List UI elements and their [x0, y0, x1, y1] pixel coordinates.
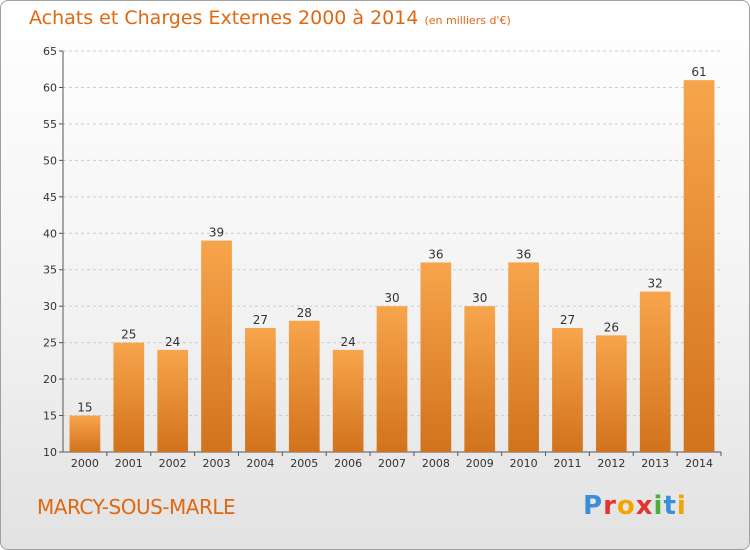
logo-letter: i — [676, 491, 687, 521]
x-tick-label-2002: 2002 — [159, 457, 187, 470]
y-tick-label: 25 — [43, 337, 57, 350]
logo-letter: x — [635, 491, 654, 521]
logo-letter: o — [616, 491, 636, 521]
bar-2001 — [113, 342, 145, 452]
logo-letter: P — [583, 491, 604, 521]
bar-2005 — [288, 320, 320, 452]
bar-2006 — [332, 349, 364, 452]
x-tick-label-2003: 2003 — [203, 457, 231, 470]
y-tick-label: 60 — [43, 81, 57, 94]
data-label-2013: 32 — [648, 277, 663, 291]
bar-2012 — [595, 335, 627, 452]
commune-name: MARCY-SOUS-MARLE — [37, 495, 236, 519]
x-tick-label-2006: 2006 — [334, 457, 362, 470]
x-tick-label-2004: 2004 — [246, 457, 274, 470]
data-label-2007: 30 — [384, 291, 399, 305]
chart-title-text: Achats et Charges Externes 2000 à 2014 — [29, 7, 419, 29]
data-labels: 15 25 24 39 27 28 24 30 36 30 36 27 26 32 61 — [77, 65, 706, 414]
data-label-2014: 61 — [691, 65, 706, 79]
logo-letter: t — [663, 491, 677, 521]
data-label-2006: 24 — [340, 335, 355, 349]
bar-2010 — [508, 262, 539, 452]
data-label-2001: 25 — [121, 328, 136, 342]
y-tick-label: 30 — [43, 300, 57, 313]
data-label-2004: 27 — [253, 313, 268, 327]
data-label-2008: 36 — [428, 247, 443, 261]
y-tick-label: 35 — [43, 264, 57, 277]
y-tick-label: 40 — [43, 227, 57, 240]
bar-2002 — [157, 349, 189, 452]
data-label-2009: 30 — [472, 291, 487, 305]
x-tick-label-2010: 2010 — [510, 457, 538, 470]
x-tick-label-2009: 2009 — [466, 457, 494, 470]
bar-2003 — [201, 240, 232, 452]
logo-letter: i — [653, 491, 664, 521]
data-label-2003: 39 — [209, 226, 224, 240]
x-tick-label-2012: 2012 — [597, 457, 625, 470]
chart-unit: (en milliers d'€) — [424, 14, 511, 27]
data-label-2012: 26 — [604, 320, 619, 334]
bar-2000 — [69, 415, 101, 452]
data-label-2005: 28 — [297, 306, 312, 320]
data-label-2002: 24 — [165, 335, 180, 349]
x-tick-label-2011: 2011 — [553, 457, 581, 470]
bars — [69, 80, 715, 452]
x-tick-label-2014: 2014 — [685, 457, 713, 470]
x-tick-label-2008: 2008 — [422, 457, 450, 470]
bar-2008 — [420, 262, 452, 452]
x-tick-label-2007: 2007 — [378, 457, 406, 470]
y-tick-label: 10 — [43, 446, 57, 459]
x-tick-label-2000: 2000 — [71, 457, 99, 470]
bar-2013 — [639, 291, 671, 452]
y-tick-label: 65 — [43, 45, 57, 58]
data-label-2011: 27 — [560, 313, 575, 327]
bar-2009 — [464, 306, 496, 452]
y-tick-label: 20 — [43, 373, 57, 386]
y-tick-label: 45 — [43, 191, 57, 204]
data-label-2010: 36 — [516, 247, 531, 261]
proxiti-logo: Proxiti — [583, 491, 687, 521]
x-tick-label-2001: 2001 — [115, 457, 143, 470]
logo-letter: r — [603, 491, 617, 521]
y-tick-label: 50 — [43, 154, 57, 167]
chart-title: Achats et Charges Externes 2000 à 2014 (e… — [29, 7, 511, 29]
bar-2004 — [245, 328, 276, 452]
bar-2007 — [376, 306, 408, 452]
bar-2011 — [552, 328, 583, 452]
data-label-2000: 15 — [77, 401, 92, 415]
x-tick-label-2005: 2005 — [290, 457, 318, 470]
x-tick-label-2013: 2013 — [641, 457, 669, 470]
y-tick-label: 15 — [43, 410, 57, 423]
bar-2014 — [683, 80, 715, 452]
y-tick-label: 55 — [43, 118, 57, 131]
